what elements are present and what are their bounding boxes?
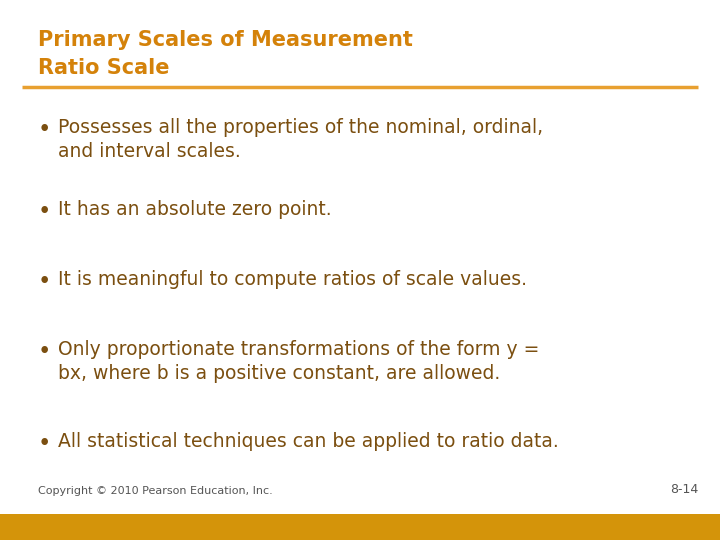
Text: It has an absolute zero point.: It has an absolute zero point.	[58, 200, 332, 219]
Text: Only proportionate transformations of the form y =
bx, where b is a positive con: Only proportionate transformations of th…	[58, 340, 539, 383]
Text: •: •	[38, 340, 51, 363]
Text: All statistical techniques can be applied to ratio data.: All statistical techniques can be applie…	[58, 432, 559, 451]
Text: •: •	[38, 118, 51, 141]
Bar	[0, 514, 720, 540]
Text: Primary Scales of Measurement: Primary Scales of Measurement	[38, 30, 413, 50]
Text: •: •	[38, 432, 51, 455]
Text: Possesses all the properties of the nominal, ordinal,
and interval scales.: Possesses all the properties of the nomi…	[58, 118, 543, 161]
Text: 8-14: 8-14	[670, 483, 698, 496]
Text: •: •	[38, 200, 51, 223]
Text: Ratio Scale: Ratio Scale	[38, 58, 169, 78]
Text: •: •	[38, 270, 51, 293]
Text: It is meaningful to compute ratios of scale values.: It is meaningful to compute ratios of sc…	[58, 270, 527, 289]
Text: Copyright © 2010 Pearson Education, Inc.: Copyright © 2010 Pearson Education, Inc.	[38, 486, 273, 496]
